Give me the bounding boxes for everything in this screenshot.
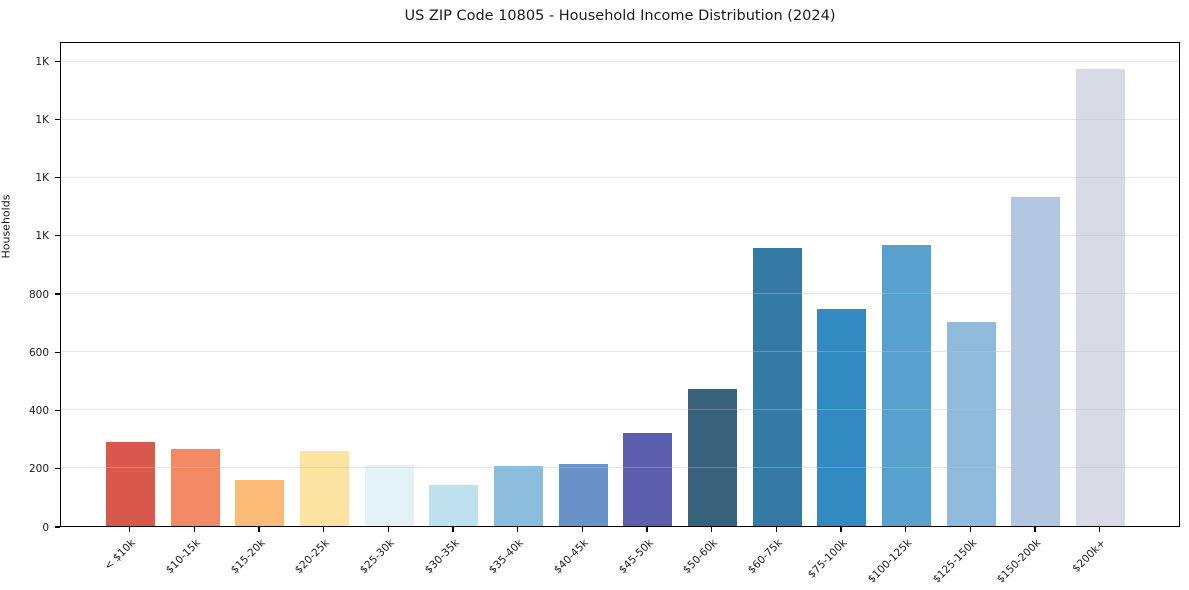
- bar-11: [817, 308, 867, 526]
- x-tick-label: $10-15k: [163, 537, 203, 577]
- bar-8: [623, 433, 673, 526]
- x-tick-label: $75-100k: [805, 537, 850, 581]
- x-tick-mark: [323, 527, 325, 532]
- bar-10: [752, 247, 802, 526]
- x-tick-mark: [129, 527, 131, 532]
- y-tick-mark: [55, 351, 60, 353]
- bars-layer: [61, 43, 1179, 526]
- bar-13: [946, 322, 996, 526]
- chart-title: US ZIP Code 10805 - Household Income Dis…: [404, 8, 836, 24]
- y-tick-mark: [55, 60, 60, 62]
- bar-1: [170, 449, 220, 526]
- bar-2: [235, 479, 285, 526]
- x-tick-mark: [387, 527, 389, 532]
- y-tick-mark: [55, 468, 60, 470]
- y-tick-label: 1K: [35, 230, 49, 243]
- x-tick-mark: [452, 527, 454, 532]
- x-tick-label: $150-200k: [994, 537, 1044, 586]
- x-tick-mark: [775, 527, 777, 532]
- x-tick-label: $30-35k: [422, 537, 462, 577]
- y-tick-mark: [55, 526, 60, 528]
- bar-7: [558, 464, 608, 526]
- x-tick-label: $125-150k: [930, 537, 979, 586]
- bar-6: [494, 465, 543, 526]
- bar-0: [106, 441, 155, 526]
- x-tick-mark: [258, 527, 260, 532]
- y-tick-label: 1K: [35, 113, 49, 126]
- x-tick-mark: [969, 527, 971, 532]
- y-tick-mark: [55, 235, 60, 237]
- y-tick-mark: [55, 176, 60, 179]
- x-tick-mark: [517, 527, 519, 532]
- x-tick-label: $15-20k: [228, 537, 268, 577]
- x-tick-mark: [905, 527, 907, 532]
- bar-14: [1011, 196, 1061, 526]
- x-tick-mark: [193, 527, 195, 532]
- bar-12: [882, 245, 931, 526]
- bar-9: [688, 389, 737, 526]
- x-tick-mark: [840, 527, 842, 532]
- x-tick-mark: [1034, 527, 1036, 532]
- x-tick-label: $20-25k: [292, 537, 332, 577]
- x-tick-label: < $10k: [102, 537, 138, 573]
- bar-3: [300, 451, 349, 526]
- y-tick-label: 200: [28, 463, 49, 476]
- x-tick-mark: [646, 527, 648, 532]
- y-tick-label: 0: [42, 521, 49, 534]
- x-tick-mark: [1099, 527, 1101, 532]
- y-tick-mark: [55, 118, 60, 120]
- x-tick-label: $200k+: [1070, 537, 1108, 575]
- y-tick-label: 600: [28, 346, 49, 359]
- x-tick-label: $25-30k: [357, 537, 397, 577]
- x-tick-label: $40-45k: [551, 537, 591, 577]
- plot-area: [60, 42, 1180, 527]
- y-tick-label: 1K: [35, 172, 49, 185]
- x-tick-mark: [711, 527, 713, 532]
- y-tick-label: 400: [28, 405, 49, 418]
- y-axis-ticks: 0 200 400 600 800 1K 1K 1K 1K: [0, 42, 60, 534]
- x-tick-label: $100-125k: [865, 537, 914, 586]
- x-tick-label: $35-40k: [486, 537, 526, 577]
- y-tick-label: 800: [28, 288, 49, 301]
- x-axis-ticks: < $10k $10-15k $15-20k $20-25k $25-30k $30-35…: [60, 527, 1180, 589]
- y-tick-label: 1K: [35, 55, 49, 68]
- x-tick-label: $60-75k: [745, 537, 785, 577]
- x-tick-label: $45-50k: [616, 537, 656, 577]
- x-tick-label: $50-60k: [680, 537, 720, 577]
- bar-4: [364, 465, 414, 526]
- bar-15: [1076, 68, 1125, 526]
- bar-5: [429, 485, 479, 526]
- y-tick-mark: [55, 293, 60, 295]
- x-tick-mark: [581, 527, 583, 532]
- y-tick-mark: [55, 409, 60, 412]
